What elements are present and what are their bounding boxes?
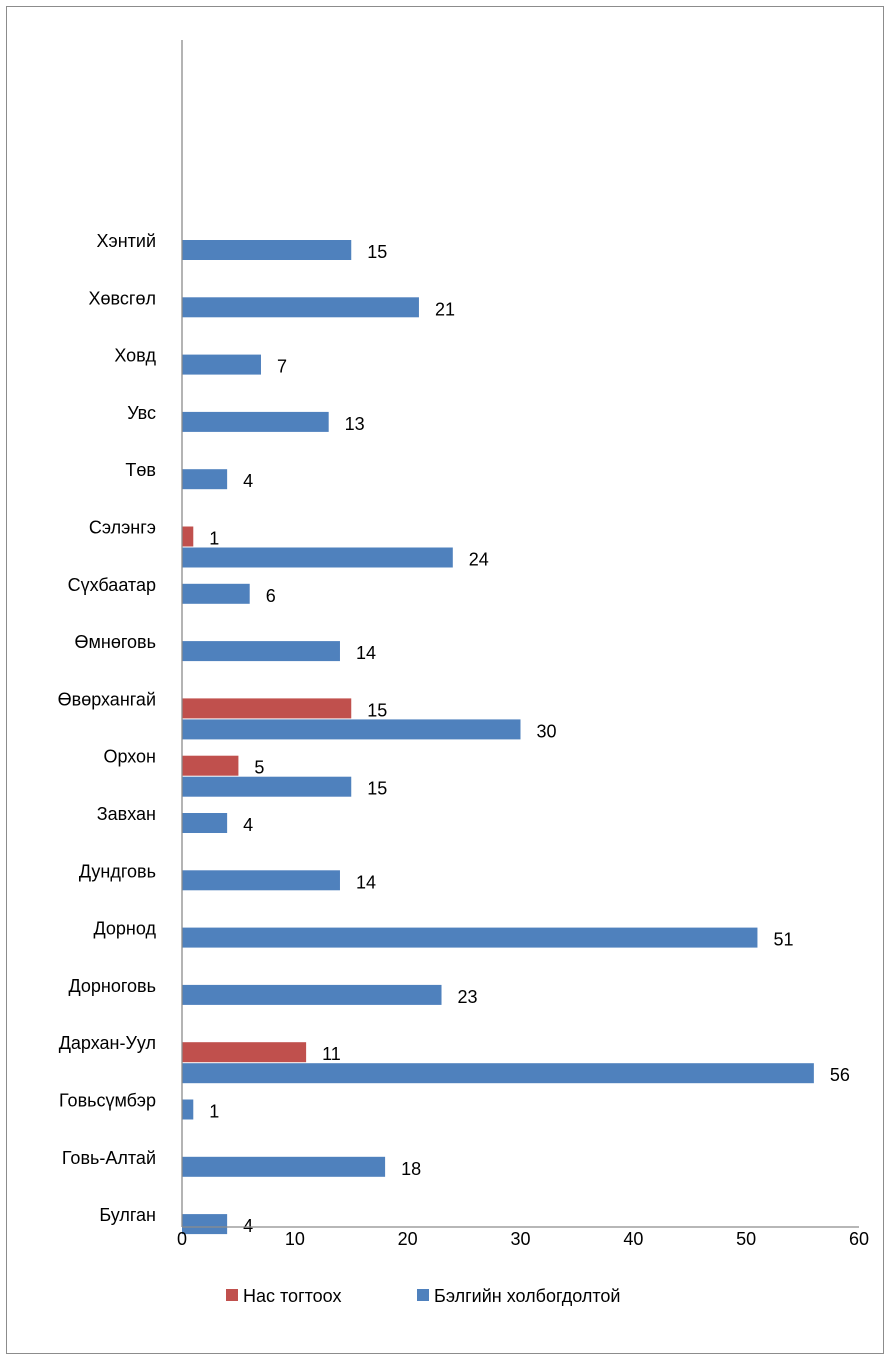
bar-belgiin-holbogdoltoi	[182, 870, 340, 891]
x-tick-label: 30	[510, 1229, 530, 1249]
data-label: 7	[277, 357, 287, 377]
x-tick-label: 50	[736, 1229, 756, 1249]
category-label: Сэлэнгэ	[89, 518, 156, 538]
bar-nas-togtooh	[182, 755, 239, 776]
chart-frame	[6, 6, 884, 1354]
bar-nas-togtooh	[182, 698, 352, 719]
data-label: 15	[367, 242, 387, 262]
category-label: Говь-Алтай	[62, 1148, 156, 1168]
category-label: Завхан	[97, 804, 156, 824]
legend-swatch-nas-togtooh	[226, 1289, 238, 1301]
category-label: Сүхбаатар	[68, 575, 156, 595]
legend: Нас тогтоох Бэлгийн холбогдолтой	[226, 1286, 620, 1306]
bar-belgiin-holbogdoltoi	[182, 1063, 814, 1084]
data-label: 5	[254, 758, 264, 778]
data-label: 23	[458, 987, 478, 1007]
bar-belgiin-holbogdoltoi	[182, 547, 453, 568]
bar-belgiin-holbogdoltoi	[182, 240, 352, 260]
data-label: 51	[773, 930, 793, 950]
category-label: Булган	[99, 1205, 156, 1225]
data-label: 11	[322, 1044, 341, 1064]
x-tick-label: 10	[285, 1229, 305, 1249]
bar-belgiin-holbogdoltoi	[182, 813, 228, 833]
bars-layer	[182, 240, 814, 1235]
bar-belgiin-holbogdoltoi	[182, 984, 442, 1005]
bar-belgiin-holbogdoltoi	[182, 297, 419, 318]
category-label: Дорноговь	[69, 976, 157, 996]
category-label: Хөвсгөл	[89, 288, 156, 308]
category-label: Орхон	[103, 747, 156, 767]
bar-belgiin-holbogdoltoi	[182, 411, 329, 432]
data-label: 4	[243, 1216, 253, 1236]
data-label: 18	[401, 1159, 421, 1179]
category-label: Өмнөговь	[75, 632, 156, 652]
x-tick-label: 60	[849, 1229, 869, 1249]
category-label: Дорнод	[94, 919, 157, 939]
data-label: 13	[345, 414, 365, 434]
data-label: 14	[356, 643, 376, 663]
category-label: Төв	[125, 460, 156, 480]
data-label: 15	[367, 700, 387, 720]
data-label: 6	[266, 586, 276, 606]
bar-belgiin-holbogdoltoi	[182, 354, 261, 375]
category-label: Дархан-Уул	[59, 1033, 156, 1053]
bar-nas-togtooh	[182, 526, 194, 547]
legend-label-nas-togtooh: Нас тогтоох	[243, 1286, 342, 1306]
bar-belgiin-holbogdoltoi	[182, 776, 352, 797]
category-label: Өвөрхангай	[58, 689, 156, 709]
category-label: Говьсүмбэр	[59, 1091, 156, 1111]
category-label: Хэнтий	[97, 231, 156, 251]
x-tick-label: 20	[398, 1229, 418, 1249]
category-label: Увс	[127, 403, 156, 423]
bar-belgiin-holbogdoltoi	[182, 1099, 194, 1120]
data-label: 4	[243, 815, 253, 835]
bar-belgiin-holbogdoltoi	[182, 719, 521, 740]
data-label: 4	[243, 471, 253, 491]
bar-belgiin-holbogdoltoi	[182, 1214, 228, 1235]
x-tick-label: 40	[623, 1229, 643, 1249]
bar-belgiin-holbogdoltoi	[182, 1156, 386, 1177]
bar-belgiin-holbogdoltoi	[182, 927, 758, 948]
x-tick-label: 0	[177, 1229, 187, 1249]
data-label: 56	[830, 1065, 850, 1085]
data-label: 21	[435, 299, 455, 319]
data-label: 15	[367, 779, 387, 799]
bar-nas-togtooh	[182, 1042, 307, 1063]
data-label: 24	[469, 550, 489, 570]
data-label: 1	[209, 529, 219, 549]
x-axis-ticks: 0 10 20 30 40 50 60	[177, 1229, 869, 1249]
legend-swatch-belgiin-holbogdoltoi	[417, 1289, 429, 1301]
category-label: Ховд	[114, 346, 156, 366]
bar-belgiin-holbogdoltoi	[182, 641, 340, 662]
data-label: 1	[209, 1102, 219, 1122]
data-label: 30	[537, 721, 557, 741]
bar-belgiin-holbogdoltoi	[182, 469, 228, 490]
labels-layer: Булган Говь-Алтай Говьсүмбэр Дархан-Уул Дорн…	[58, 231, 850, 1236]
data-label: 14	[356, 872, 376, 892]
bar-belgiin-holbogdoltoi	[182, 583, 250, 604]
category-label: Дундговь	[79, 861, 156, 881]
legend-label-belgiin-holbogdoltoi: Бэлгийн холбогдолтой	[434, 1286, 620, 1306]
